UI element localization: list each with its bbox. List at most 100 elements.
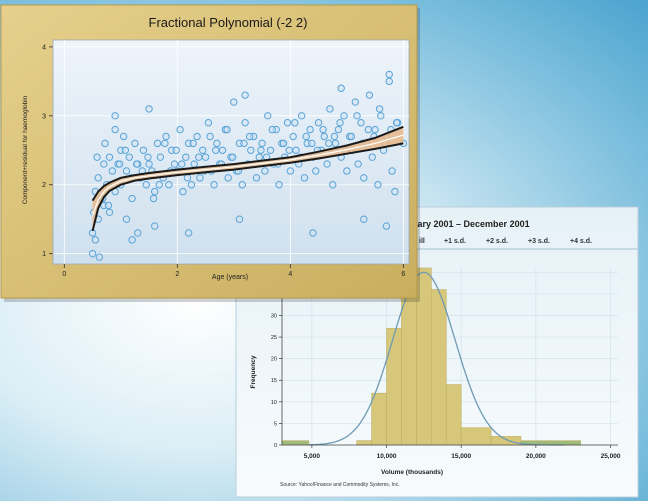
scatter-point: [238, 181, 247, 189]
scatter-point: [329, 181, 337, 189]
scatter-point: [325, 139, 333, 148]
sd-label: +3 s.d.: [528, 238, 550, 245]
histogram-footnote: Source: Yahoo!Finance and Commodity Syst…: [280, 482, 400, 488]
scatter-point: [128, 194, 136, 203]
scatter-point: [142, 181, 150, 189]
scatter-point: [104, 201, 113, 210]
scatter-point: [319, 125, 327, 134]
confidence-band: [92, 126, 404, 231]
scatter-point: [377, 112, 385, 120]
scatter-point: [187, 181, 196, 189]
histogram-bar: [490, 436, 522, 446]
scatter-point: [196, 174, 204, 182]
confidence-lower-line: [91, 142, 404, 232]
histogram-plot: 05101520253035405,00010,00015,00020,0002…: [271, 267, 621, 460]
scatter-point: [223, 125, 231, 134]
scatter-point: [94, 174, 102, 182]
scatter-point: [351, 98, 360, 106]
scatter-point: [230, 98, 238, 106]
scatter-point: [111, 125, 119, 134]
scatter-point: [134, 229, 142, 237]
histogram-x-axis-label: Volume (thousands): [381, 469, 443, 476]
scatter-point: [235, 215, 244, 223]
scatter-point: [212, 146, 220, 154]
scatter-point: [331, 139, 340, 148]
x-tick-label: 6: [401, 271, 405, 278]
scatter-point: [308, 139, 316, 148]
scatter-point: [323, 160, 331, 168]
scatter-point: [286, 167, 295, 175]
scatter-point: [105, 153, 114, 161]
scatter-point: [195, 153, 203, 161]
scatter-point: [199, 146, 207, 154]
scatter-point: [95, 253, 104, 261]
scatter-point: [204, 119, 213, 127]
scatter-point: [258, 139, 266, 148]
scatter-card: Fractional Polynomial (-2 2) 0 2 4 6 1 2 3 4 Ag…: [0, 4, 420, 302]
y-tick-label: 2: [42, 182, 46, 189]
scatter-point: [275, 181, 283, 189]
confidence-upper-line: [91, 125, 404, 202]
scatter-point: [156, 153, 165, 161]
scatter-point: [100, 160, 108, 168]
scatter-point: [314, 119, 323, 127]
x-tick-label: 20,000: [526, 453, 546, 460]
scatter-x-axis-label: Age (years): [212, 274, 248, 281]
scatter-point: [364, 125, 373, 134]
scatter-point: [139, 146, 148, 154]
scatter-point: [145, 105, 153, 113]
scatter-point: [283, 119, 292, 127]
scatter-point: [132, 160, 141, 168]
scatter-point: [178, 160, 186, 168]
scatter-point: [91, 236, 100, 244]
scatter-point: [266, 146, 275, 154]
scatter-point: [161, 139, 169, 148]
scatter-point: [385, 70, 393, 79]
scatter-point: [111, 112, 119, 120]
scatter-point: [93, 153, 101, 161]
scatter-point: [240, 139, 248, 148]
histogram-y-axis-label: Frequency: [250, 355, 257, 388]
scatter-point: [375, 105, 384, 113]
fit-curve: [92, 134, 404, 216]
scatter-point: [182, 153, 190, 161]
scatter-point: [184, 229, 193, 237]
scatter-point: [391, 187, 399, 196]
x-tick-label: 15,000: [451, 453, 471, 460]
y-tick-label: 5: [274, 421, 277, 427]
scatter-point: [360, 174, 368, 182]
scatter-point: [291, 119, 299, 127]
histogram-bar: [445, 384, 462, 446]
scatter-point: [153, 139, 162, 148]
scatter-point: [264, 112, 272, 120]
y-tick-label: 10: [271, 400, 277, 406]
scatter-point: [371, 125, 379, 134]
scatter-point: [353, 112, 361, 120]
scatter-point: [88, 249, 97, 258]
histogram-bar: [431, 289, 447, 446]
y-tick-label: 3: [42, 113, 46, 120]
scatter-point: [257, 146, 265, 154]
sd-label: +1 s.d.: [444, 238, 466, 245]
scatter-point: [119, 132, 128, 141]
scatter-point: [268, 125, 276, 134]
scatter-title: Fractional Polynomial (-2 2): [149, 15, 308, 30]
scatter-point: [190, 160, 198, 168]
scatter-point: [255, 153, 263, 161]
x-tick-label: 5,000: [304, 453, 321, 460]
scatter-point: [155, 181, 163, 189]
scatter-point: [302, 132, 310, 141]
scatter-point: [125, 153, 133, 161]
scatter-point: [210, 181, 218, 189]
scatter-point: [347, 132, 356, 141]
scatter-point: [261, 167, 269, 175]
scatter-point: [201, 153, 210, 161]
y-tick-label: 20: [271, 357, 277, 363]
histogram-card: uary 2001 – December 2001 ill +1 s.d. +2…: [235, 206, 639, 498]
scatter-point: [105, 208, 114, 217]
scatter-point: [170, 160, 179, 168]
scatter-point: [382, 222, 391, 230]
scatter-plot: 0 2 4 6 1 2 3 4: [42, 40, 409, 278]
histogram-bar: [460, 427, 492, 446]
